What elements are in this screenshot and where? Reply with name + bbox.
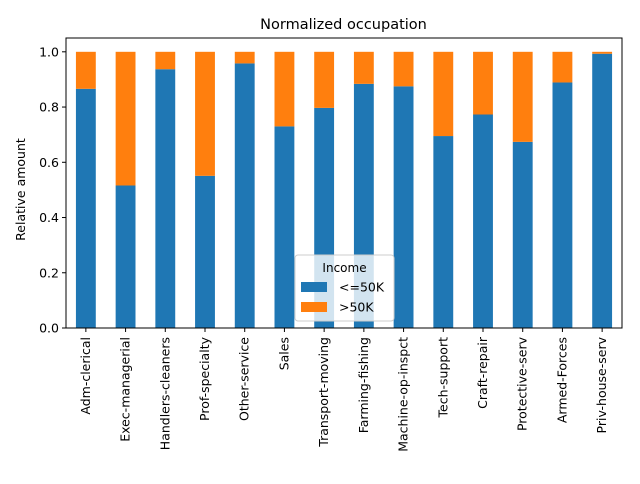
x-tick-label: Transport-moving xyxy=(316,337,331,448)
x-tick-label: Tech-support xyxy=(435,337,450,419)
chart-title: Normalized occupation xyxy=(260,17,427,33)
bar-prof-specialty-le50k xyxy=(195,175,215,328)
bar-armed-forces-le50k xyxy=(552,82,573,328)
legend-title: Income xyxy=(322,261,366,275)
bar-other-service-gt50k xyxy=(234,51,255,64)
x-tick-label: Other-service xyxy=(237,337,252,421)
x-tick-label: Sales xyxy=(276,337,291,370)
bar-tech-support-gt50k xyxy=(433,51,454,137)
y-tick-label: 0.0 xyxy=(39,321,59,336)
bar-handlers-cleaners-le50k xyxy=(155,69,176,329)
bar-exec-managerial-le50k xyxy=(115,185,136,328)
bar-prof-specialty-gt50k xyxy=(195,51,215,176)
x-tick-label: Farming-fishing xyxy=(356,337,371,433)
y-tick-label: 0.6 xyxy=(39,155,59,170)
bar-adm-clerical-le50k xyxy=(75,88,96,328)
bar-sales-le50k xyxy=(274,126,295,328)
bar-tech-support-le50k xyxy=(433,136,454,328)
bar-armed-forces-gt50k xyxy=(552,51,573,83)
bar-other-service-le50k xyxy=(234,63,255,328)
bar-craft-repair-le50k xyxy=(473,114,493,328)
bar-sales-gt50k xyxy=(274,51,295,127)
bar-craft-repair-gt50k xyxy=(473,51,493,115)
bar-priv-house-serv-le50k xyxy=(592,53,613,329)
bar-handlers-cleaners-gt50k xyxy=(155,51,176,70)
bar-exec-managerial-gt50k xyxy=(115,51,136,186)
bar-priv-house-serv-gt50k xyxy=(592,51,613,54)
y-tick-label: 0.2 xyxy=(39,265,59,280)
bar-farming-fishing-gt50k xyxy=(353,51,374,84)
legend-label-gt50k: >50K xyxy=(339,300,374,315)
bar-adm-clerical-gt50k xyxy=(75,51,96,89)
x-tick-label: Priv-house-serv xyxy=(594,336,609,433)
x-tick-label: Prof-specialty xyxy=(197,336,212,421)
x-tick-label: Machine-op-inspct xyxy=(396,337,411,452)
y-tick-label: 0.8 xyxy=(39,100,59,115)
x-axis: Adm-clerical Exec-managerial Handlers-clea… xyxy=(78,328,609,452)
y-axis: 0.0 0.2 0.4 0.6 0.8 1.0 xyxy=(39,44,66,336)
bar-machine-op-inspct-gt50k xyxy=(393,51,414,87)
bar-transport-moving-gt50k xyxy=(314,51,335,108)
x-tick-label: Handlers-cleaners xyxy=(157,337,172,450)
x-tick-label: Craft-repair xyxy=(475,336,490,409)
y-axis-label: Relative amount xyxy=(13,138,28,241)
legend: Income <=50K >50K xyxy=(294,254,395,322)
bar-machine-op-inspct-le50k xyxy=(393,86,414,328)
bar-protective-serv-gt50k xyxy=(512,51,533,142)
plot-frame xyxy=(65,37,623,329)
bar-protective-serv-le50k xyxy=(512,141,533,328)
x-tick-label: Adm-clerical xyxy=(78,337,93,415)
legend-label-le50k: <=50K xyxy=(339,280,385,295)
legend-swatch-le50k xyxy=(301,282,327,292)
y-tick-label: 1.0 xyxy=(39,44,59,59)
legend-swatch-gt50k xyxy=(301,302,327,312)
x-tick-label: Protective-serv xyxy=(515,336,530,431)
x-tick-label: Armed-Forces xyxy=(554,337,569,423)
x-tick-label: Exec-managerial xyxy=(118,337,133,442)
y-tick-label: 0.4 xyxy=(39,210,59,225)
